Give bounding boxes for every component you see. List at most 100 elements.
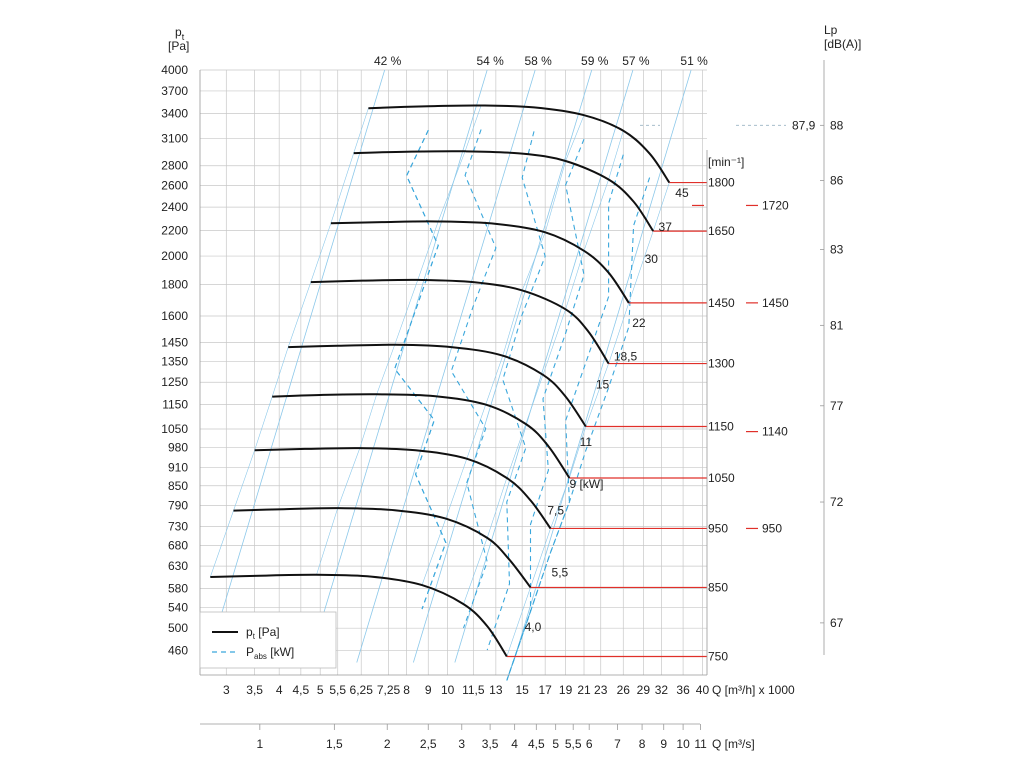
power-curve [506, 138, 585, 681]
efficiency-line [206, 69, 386, 663]
lp-axis-label: Lp [824, 23, 838, 37]
x-tick-label: 8 [403, 683, 410, 697]
y-tick-label: 4000 [161, 63, 188, 77]
y-tick-label: 790 [168, 498, 188, 512]
x2-tick-label: 2,5 [420, 737, 437, 751]
pressure-curve-950 [254, 447, 552, 530]
speed-markers [506, 124, 786, 658]
pressure-curve-1300 [310, 278, 610, 365]
y-tick-label: 680 [168, 539, 188, 553]
efficiency-label: 42 % [374, 54, 402, 68]
power-curve [394, 129, 447, 610]
legend-label: pt [Pa] [246, 625, 280, 641]
axes: 4000 3700 3400 3100 2800 2600 2400 2200 2000 1800… [161, 23, 861, 751]
x-tick-label: 7,25 [377, 683, 401, 697]
rpm-label: 1050 [708, 471, 735, 485]
pressure-curve-1050 [272, 393, 571, 479]
legend: pt [Pa] Pabs [kW] [199, 611, 337, 669]
y-tick-label: 2000 [161, 249, 188, 263]
x2-tick-label: 1,5 [326, 737, 343, 751]
x-tick-label: 17 [538, 683, 552, 697]
side-rpm-label: 950 [762, 521, 782, 535]
y-tick-label: 1150 [162, 398, 188, 412]
lp-tick-label: 88 [830, 118, 844, 132]
efficiency-lines [206, 69, 692, 663]
efficiency-label: 54 % [476, 54, 504, 68]
rpm-label: 1300 [708, 357, 735, 371]
lp-tick-label: 67 [830, 616, 844, 630]
pressure-curve-1650 [353, 150, 655, 232]
y-tick-label: 910 [168, 460, 188, 474]
y-tick-label: 500 [168, 621, 188, 635]
lp-marker-label: 87,9 [792, 118, 816, 132]
pressure-curves [210, 104, 671, 658]
x2-tick-label: 5 [552, 737, 559, 751]
y-axis-label: pt [175, 25, 185, 42]
x2-tick-label: 11 [694, 737, 707, 751]
lp-tick-label: 83 [830, 242, 844, 256]
power-curve [394, 129, 447, 610]
y-tick-label: 1450 [161, 335, 188, 349]
x2-tick-label: 10 [676, 737, 690, 751]
pressure-curve-1450 [330, 220, 630, 304]
efficiency-label: 57 % [622, 54, 650, 68]
y-tick-label: 2800 [161, 159, 188, 173]
y-tick-label: 580 [168, 581, 188, 595]
y-tick-label: 980 [168, 441, 188, 455]
power-label: 7,5 [547, 504, 564, 518]
x-tick-label: 19 [559, 683, 573, 697]
rpm-label: 750 [708, 649, 728, 663]
pressure-curve-850 [233, 507, 532, 589]
x-tick-label: 11,5 [462, 683, 485, 697]
y-tick-label: 1050 [161, 422, 188, 436]
rpm-axis-label: [min⁻¹] [708, 155, 744, 169]
side-rpm-label: 1450 [762, 296, 789, 310]
x-tick-label: 29 [637, 683, 651, 697]
grid-layer [200, 69, 707, 675]
x-tick-label: 4 [276, 683, 283, 697]
y-tick-label: 460 [168, 644, 188, 658]
y-tick-label: 630 [168, 559, 188, 573]
x-axis-label-m3s: Q [m³/s] [712, 737, 755, 751]
x-tick-label: 40 [696, 683, 710, 697]
y-tick-label: 1350 [161, 355, 188, 369]
power-label: 15 [596, 377, 610, 391]
rpm-label: 1150 [708, 419, 734, 433]
y-tick-label: 2200 [161, 223, 188, 237]
labels: 42 % 54 % 58 % 59 % 57 % 51 % 45 37 30 22 18,5 15 11… [374, 54, 708, 634]
power-label: 4,0 [525, 620, 542, 634]
pressure-curve-750 [210, 573, 508, 658]
x-tick-label: 32 [655, 683, 669, 697]
x2-tick-label: 9 [660, 737, 667, 751]
x-tick-label: 3,5 [246, 683, 263, 697]
rpm-label: 850 [708, 580, 728, 594]
x-tick-label: 15 [515, 683, 529, 697]
operating-line [316, 105, 482, 575]
x2-tick-label: 5,5 [565, 737, 582, 751]
x-axis-label-m3h: Q [m³/h] x 1000 [712, 683, 795, 697]
efficiency-label: 59 % [581, 54, 609, 68]
x-tick-label: 10 [441, 683, 455, 697]
y-tick-label: 1800 [161, 277, 188, 291]
rpm-label: 1800 [708, 176, 735, 190]
x2-tick-label: 4,5 [528, 737, 545, 751]
lp-tick-label: 81 [830, 318, 844, 332]
x-tick-label: 26 [617, 683, 631, 697]
pressure-curve-1150 [288, 343, 587, 428]
y-tick-label: 540 [168, 601, 188, 615]
x-tick-label: 23 [594, 683, 608, 697]
x-tick-label: 5 [317, 683, 324, 697]
power-label: 9 [kW] [569, 477, 603, 491]
x-tick-label: 5,5 [329, 683, 346, 697]
x-tick-label: 21 [577, 683, 591, 697]
efficiency-line [308, 69, 488, 663]
efficiency-line [454, 69, 634, 663]
rpm-label: 1450 [708, 296, 735, 310]
legend-label: Pabs [kW] [246, 645, 294, 661]
x-tick-label: 13 [489, 683, 503, 697]
power-curve [450, 129, 497, 629]
power-label: 37 [659, 220, 673, 234]
rpm-label: 950 [708, 521, 728, 535]
efficiency-line [356, 69, 536, 663]
